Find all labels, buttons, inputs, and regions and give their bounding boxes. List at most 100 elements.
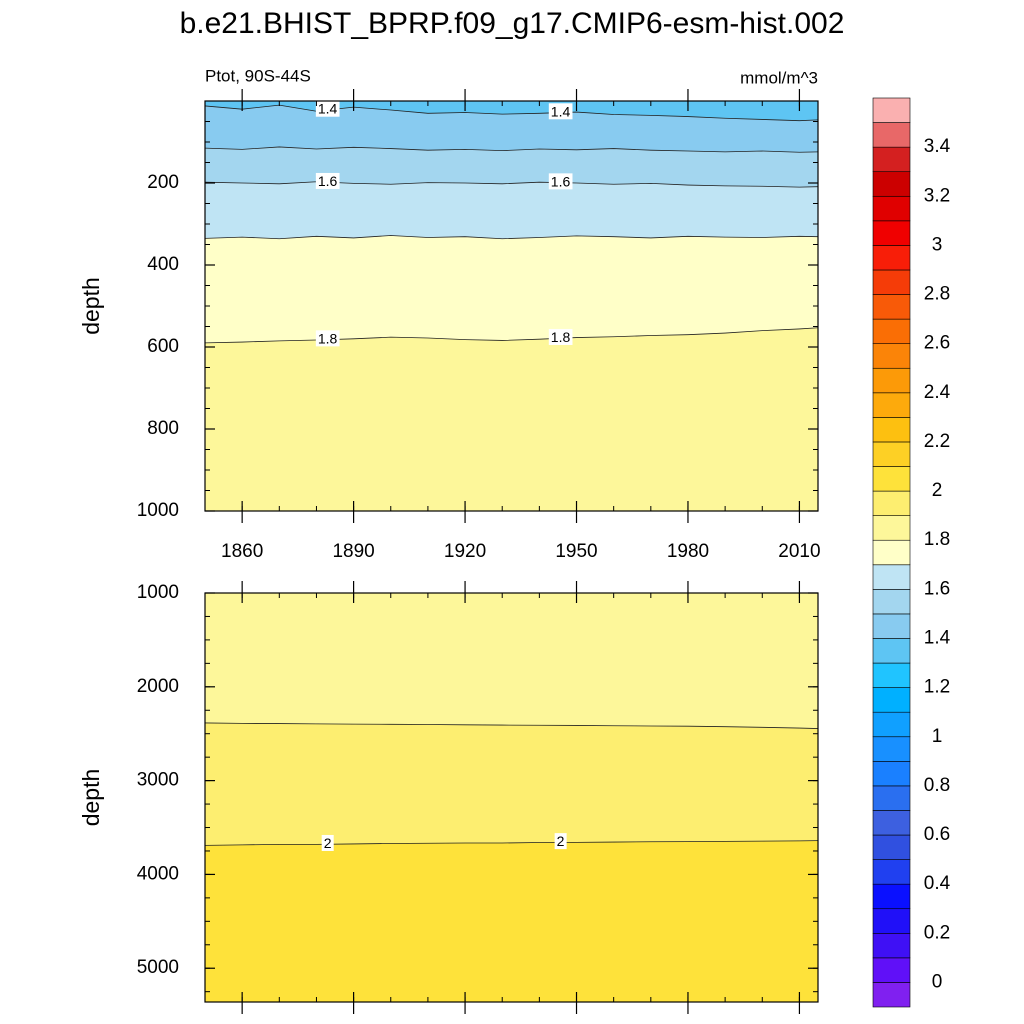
colorbar-box <box>872 539 911 566</box>
colorbar-box <box>872 564 911 590</box>
colorbar-box <box>872 392 911 418</box>
y-tick-label: 5000 <box>137 957 179 978</box>
colorbar-box <box>872 417 911 443</box>
colorbar-box <box>872 220 911 246</box>
colorbar-box <box>872 171 911 197</box>
y-axis-label: depth <box>78 277 104 335</box>
colorbar-tick-label: 2.6 <box>924 333 950 354</box>
colorbar-box <box>872 589 911 615</box>
band <box>205 327 818 511</box>
contour-line <box>204 104 819 122</box>
colorbar-box <box>872 441 911 467</box>
colorbar-box <box>872 269 911 295</box>
colorbar-box <box>872 146 911 173</box>
colorbar-box <box>872 343 911 369</box>
colorbar-tick-label: 0.8 <box>924 775 950 796</box>
right-label: mmol/m^3 <box>740 68 818 87</box>
contour-label: 2 <box>557 833 565 849</box>
colorbar-box <box>872 687 911 713</box>
contour-label-bg <box>554 833 567 850</box>
x-tick-label: 1890 <box>332 541 374 562</box>
y-tick-label: 1000 <box>137 500 179 521</box>
colorbar-tick-label: 0.4 <box>924 873 951 894</box>
x-tick-label: 1980 <box>667 541 709 562</box>
colorbar-box <box>872 613 911 639</box>
colorbar-box <box>872 711 911 738</box>
contour-label-bg <box>548 173 573 190</box>
colorbar-box <box>872 490 911 516</box>
colorbar-box <box>872 318 911 344</box>
colorbar-tick-label: 1.6 <box>924 578 950 599</box>
contour-label-bg <box>548 103 573 120</box>
colorbar-tick-label: 1.2 <box>924 677 950 698</box>
contour-label: 1.4 <box>551 103 571 119</box>
y-tick-label: 1000 <box>137 582 179 603</box>
colorbar-tick-label: 0 <box>932 971 943 992</box>
x-tick-label: 1860 <box>221 541 263 562</box>
plot-frame <box>204 592 819 1003</box>
contour-label: 1.6 <box>318 173 338 189</box>
contour-label: 2 <box>324 835 332 851</box>
x-tick-label: 1950 <box>555 541 597 562</box>
y-axis-label: depth <box>78 769 104 827</box>
colorbar-box <box>872 515 911 541</box>
colorbar-box <box>872 908 911 934</box>
colorbar-tick-label: 3 <box>932 234 943 255</box>
contour-line <box>204 146 819 153</box>
y-tick-label: 4000 <box>137 863 179 884</box>
contour-label-bg <box>315 330 340 347</box>
x-tick-label: 1920 <box>444 541 486 562</box>
y-tick-label: 2000 <box>137 676 179 697</box>
contour-label: 1.8 <box>318 330 338 346</box>
colorbar-box <box>872 883 911 910</box>
colorbar-box <box>872 294 911 320</box>
y-tick-label: 400 <box>147 254 179 275</box>
colorbar-box <box>872 195 911 222</box>
contour-label: 1.4 <box>318 101 338 117</box>
contour-line <box>204 722 819 729</box>
colorbar-box <box>872 982 911 1008</box>
colorbar-box <box>872 97 911 123</box>
left-label: Ptot, 90S-44S <box>205 66 311 85</box>
y-tick-label: 200 <box>147 172 179 193</box>
colorbar-box <box>872 662 911 688</box>
colorbar-box <box>872 367 911 394</box>
y-tick-label: 3000 <box>137 770 179 791</box>
contour-label: 1.8 <box>551 329 571 345</box>
colorbar-box <box>872 957 911 983</box>
colorbar-tick-label: 2.8 <box>924 284 950 305</box>
contour-line <box>204 840 819 846</box>
contour-label-bg <box>315 172 340 189</box>
colorbar-box <box>872 834 911 860</box>
colorbar-box <box>872 638 911 664</box>
contour-label-bg <box>315 100 340 117</box>
colorbar-box <box>872 785 911 811</box>
contour-label: 1.6 <box>551 173 571 189</box>
colorbar-tick-label: 1 <box>932 726 943 747</box>
colorbar-box <box>872 122 911 148</box>
colorbar-box <box>872 466 911 492</box>
y-tick-label: 800 <box>147 418 179 439</box>
colorbar-tick-label: 2.4 <box>924 382 951 403</box>
colorbar-tick-label: 2.2 <box>924 431 950 452</box>
band <box>205 840 818 1002</box>
contour-label-bg <box>548 328 573 345</box>
colorbar-box <box>872 810 911 836</box>
y-tick-label: 600 <box>147 336 179 357</box>
colorbar-tick-label: 1.8 <box>924 529 950 550</box>
colorbar-tick-label: 3.2 <box>924 185 950 206</box>
contour-line <box>204 235 819 240</box>
contour-label-bg <box>321 834 334 851</box>
colorbar-box <box>872 736 911 762</box>
x-tick-label: 2010 <box>778 541 820 562</box>
colorbar-tick-label: 3.4 <box>924 136 951 157</box>
colorbar-box <box>872 932 911 959</box>
contour-line <box>204 327 819 344</box>
colorbar-box <box>872 859 911 885</box>
colorbar-box <box>872 761 911 787</box>
chart-title: b.e21.BHIST_BPRP.f09_g17.CMIP6-esm-hist.… <box>180 7 845 40</box>
colorbar-box <box>872 245 911 271</box>
colorbar-tick-label: 2 <box>932 480 943 501</box>
colorbar-tick-label: 1.4 <box>924 628 951 649</box>
